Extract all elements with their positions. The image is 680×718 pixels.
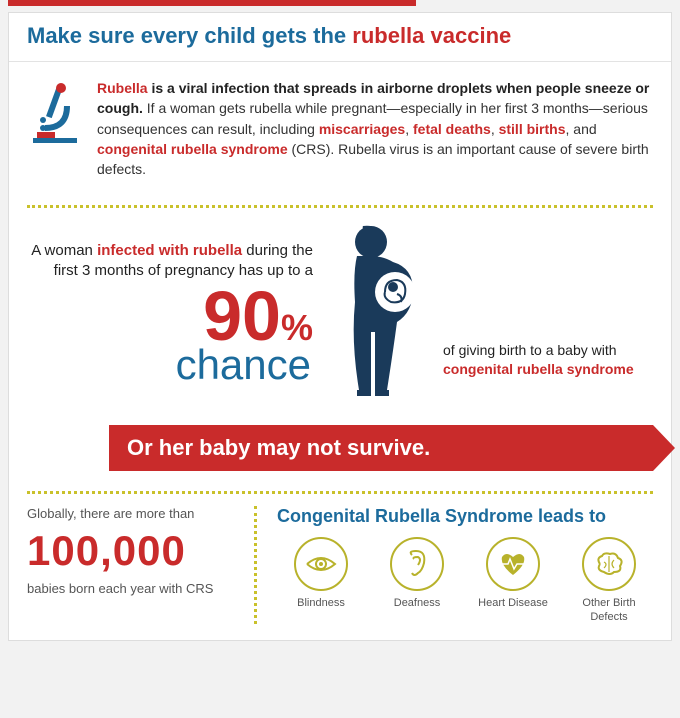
stat-left: A woman infected with rubella during the… [27,241,313,389]
defect-blindness: Blindness [277,537,365,623]
crs-title: Congenital Rubella Syndrome leads to [277,506,653,527]
brain-icon [582,537,636,591]
crs-line: babies born each year with CRS [27,581,240,596]
microscope-icon [27,78,83,179]
big-number: 100,000 [27,527,240,575]
top-accent-bar [8,0,416,6]
chance-word: chance [27,341,311,389]
bottom-left: Globally, there are more than 100,000 ba… [27,506,257,623]
bottom-right: Congenital Rubella Syndrome leads to Bli… [277,506,653,623]
term-0: miscarriages [319,121,405,137]
intro-text: Rubella is a viral infection that spread… [97,78,653,179]
intro-and: , and [566,121,597,137]
intro-lead-red: Rubella [97,80,148,96]
defect-deafness: Deafness [373,537,461,623]
pregnant-woman-icon [323,222,433,407]
eye-icon [294,537,348,591]
survival-banner: Or her baby may not survive. [109,425,653,471]
ear-icon [390,537,444,591]
term-crs: congenital rubella syndrome [97,141,288,157]
headline-accent: rubella vaccine [352,23,511,48]
defect-icon-row: Blindness Deafness Heart Disease [277,537,653,623]
term-1: fetal deaths [413,121,491,137]
big-percent: 90% [203,288,313,344]
term-2: still births [499,121,566,137]
bottom-section: Globally, there are more than 100,000 ba… [9,494,671,639]
stat-right: of giving birth to a baby with congenita… [443,251,653,379]
intro-abbr: (CRS). [288,141,339,157]
stat-lead: A woman infected with rubella during the… [27,241,313,282]
intro-section: Rubella is a viral infection that spread… [9,62,671,199]
headline: Make sure every child gets the rubella v… [9,13,671,62]
globally-text: Globally, there are more than [27,506,240,521]
infographic-card: Make sure every child gets the rubella v… [8,12,672,641]
defect-heart: Heart Disease [469,537,557,623]
defect-other: Other Birth Defects [565,537,653,623]
headline-prefix: Make sure every child gets the [27,23,352,48]
stat-block: A woman infected with rubella during the… [9,208,671,415]
heart-icon [486,537,540,591]
